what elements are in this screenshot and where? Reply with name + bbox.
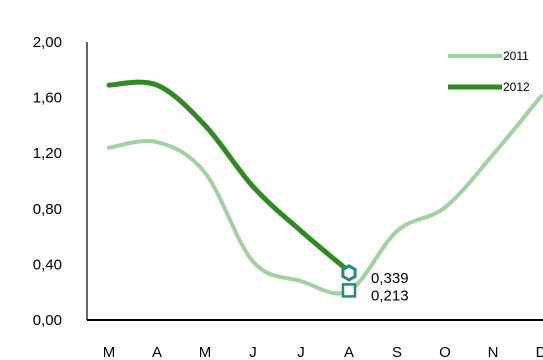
y-tick-label: 0,00: [33, 312, 62, 329]
hexagon-marker: [341, 264, 357, 282]
y-tick-label: 2,00: [33, 34, 62, 51]
x-tick-label: M: [199, 344, 212, 360]
x-tick-label: S: [392, 344, 402, 360]
series-line-2012: [106, 79, 352, 274]
y-axis-tick-labels: 0,00 0,40 0,80 1,20 1,60 2,00: [33, 34, 62, 329]
x-tick-label: A: [344, 344, 354, 360]
x-tick-label: A: [152, 344, 162, 360]
y-tick-label: 1,20: [33, 145, 62, 162]
series-line-2011: [107, 94, 543, 296]
point-markers: [341, 264, 357, 298]
data-label: 0,339: [371, 270, 409, 287]
x-tick-label: M: [103, 344, 116, 360]
y-tick-label: 0,80: [33, 201, 62, 218]
y-tick-label: 1,60: [33, 90, 62, 107]
square-marker: [341, 283, 357, 298]
data-label: 0,213: [371, 287, 409, 304]
y-tick-label: 0,40: [33, 256, 62, 273]
x-tick-label: J: [249, 344, 257, 360]
legend-label-2011: 2011: [503, 49, 529, 63]
x-tick-label: N: [488, 344, 499, 360]
x-tick-label: O: [439, 344, 451, 360]
x-tick-label: D: [536, 344, 543, 360]
x-tick-label: J: [297, 344, 305, 360]
axes: [86, 42, 543, 321]
legend: 2011 2012: [448, 49, 530, 94]
series-lines: [106, 79, 543, 296]
legend-label-2012: 2012: [503, 80, 530, 94]
